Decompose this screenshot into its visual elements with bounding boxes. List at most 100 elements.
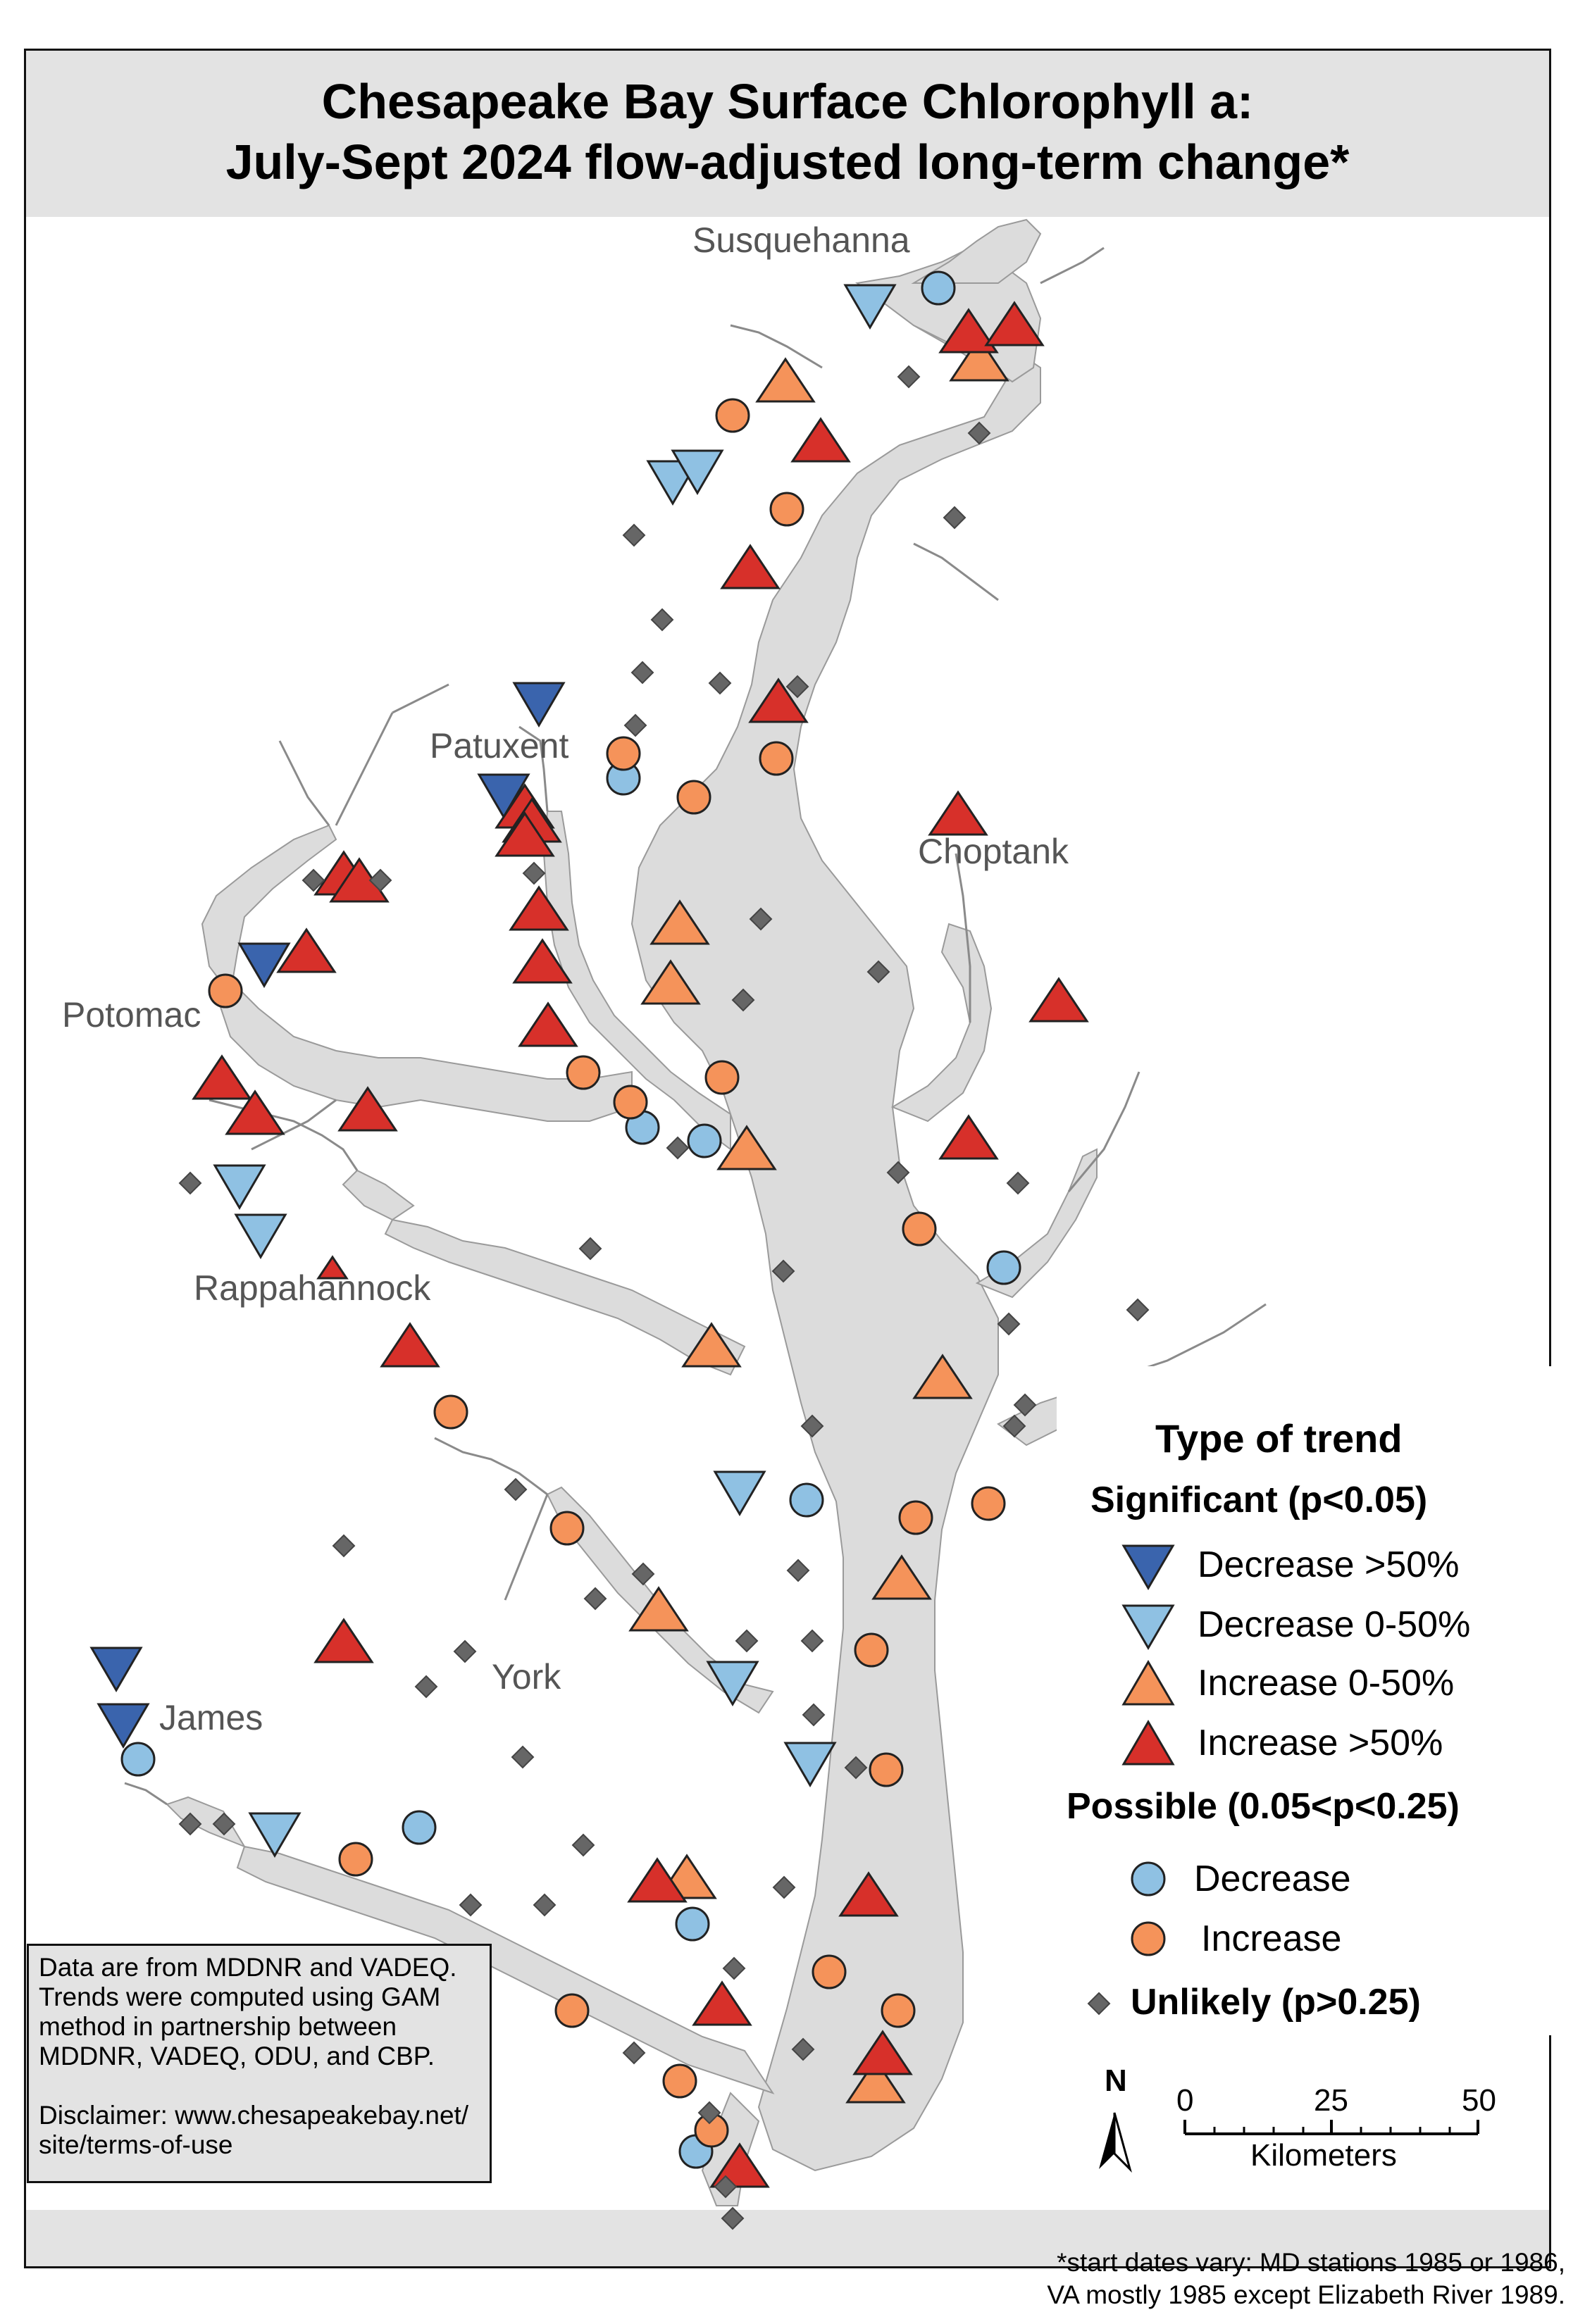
station-marker — [606, 736, 641, 771]
station-marker — [178, 1812, 202, 1836]
station-marker — [928, 790, 988, 836]
legend-symbol-increase-large — [1121, 1720, 1175, 1766]
station-marker — [716, 1125, 777, 1170]
station-marker — [666, 1136, 690, 1160]
markers-increase-large — [192, 301, 1089, 2188]
station-marker — [943, 506, 966, 530]
info-line — [39, 2071, 480, 2101]
legend-symbol-possible-decrease — [1131, 1861, 1166, 1897]
station-marker — [786, 1558, 810, 1582]
station-marker — [213, 1164, 266, 1210]
station-marker — [714, 2175, 738, 2199]
station-marker — [675, 1906, 710, 1942]
station-marker — [706, 1661, 759, 1706]
station-marker — [1126, 1298, 1150, 1322]
footnote-band — [26, 2210, 1549, 2266]
footnote-line1: *start dates vary: MD stations 1985 or 1… — [1057, 2248, 1565, 2277]
legend-symbols — [1087, 1544, 1175, 2016]
station-marker — [1013, 1393, 1037, 1417]
station-marker — [302, 868, 325, 892]
scale-tick-50: 50 — [1462, 2083, 1496, 2118]
legend-symbol-unlikely — [1087, 1992, 1111, 2016]
station-marker — [844, 1756, 868, 1780]
station-marker — [433, 1394, 468, 1430]
markers-increase-small — [628, 336, 1009, 2104]
station-marker — [838, 1871, 899, 1917]
station-marker — [477, 773, 530, 819]
station-marker — [1006, 1171, 1030, 1195]
station-marker — [511, 1745, 535, 1769]
station-marker — [248, 1812, 302, 1858]
legend-label-decrease-large: Decrease >50% — [1198, 1544, 1460, 1585]
legend: Type of trend Significant (p<0.05) Decre… — [1057, 1366, 1564, 2035]
place-label-potomac: Potomac — [62, 995, 201, 1035]
legend-heading: Type of trend — [1155, 1416, 1403, 1461]
station-marker — [800, 1414, 824, 1438]
station-marker — [984, 301, 1045, 346]
station-marker — [997, 1312, 1021, 1336]
place-label-james: James — [159, 1698, 263, 1737]
station-marker — [692, 1980, 752, 2026]
station-marker — [631, 1562, 655, 1586]
station-marker — [583, 1587, 607, 1611]
station-marker — [802, 1703, 826, 1727]
station-marker — [845, 2058, 906, 2104]
station-marker — [921, 270, 956, 306]
station-marker — [622, 523, 646, 547]
info-line: site/terms-of-use — [39, 2130, 233, 2159]
station-marker — [721, 2206, 745, 2230]
info-line: Disclaimer: www.chesapeakebay.net/ — [39, 2101, 469, 2130]
station-marker — [495, 811, 555, 857]
station-marker — [949, 336, 1009, 382]
station-marker — [623, 713, 647, 737]
title-band — [26, 51, 1549, 217]
scale-tick-25: 25 — [1314, 2083, 1348, 2118]
station-marker — [800, 1629, 824, 1653]
station-marker — [628, 1586, 689, 1632]
station-marker — [533, 1893, 557, 1917]
north-label: N — [1105, 2063, 1127, 2098]
station-marker — [783, 1742, 837, 1787]
legend-label-unlikely: Unlikely (p>0.25) — [1131, 1982, 1421, 2023]
station-marker — [731, 988, 755, 1012]
legend-symbol-increase-small — [1121, 1660, 1175, 1706]
station-marker — [938, 308, 999, 354]
station-marker — [522, 861, 546, 885]
station-marker — [749, 907, 773, 931]
legend-label-possible-decrease: Decrease — [1194, 1858, 1351, 1899]
station-marker — [313, 1618, 374, 1663]
bay-map — [124, 218, 1267, 2206]
station-marker — [852, 2030, 913, 2075]
station-marker — [97, 1703, 150, 1749]
station-marker — [898, 1500, 933, 1535]
legend-significant-heading: Significant (p<0.05) — [1090, 1480, 1428, 1520]
station-marker — [504, 1478, 528, 1501]
legend-label-increase-large: Increase >50% — [1198, 1723, 1443, 1763]
station-marker — [759, 741, 794, 776]
station-marker — [755, 357, 816, 403]
station-marker — [337, 1086, 398, 1132]
bay-water — [166, 218, 1140, 2206]
station-marker — [512, 938, 573, 984]
scale-bar: N 0 25 50 Kilometers — [1071, 2063, 1496, 2183]
place-label-choptank: Choptank — [918, 832, 1069, 871]
markers-possible-increase — [208, 398, 1006, 2148]
station-marker — [866, 960, 890, 984]
station-marker — [640, 959, 701, 1005]
place-label-rappahannock: Rappahannock — [194, 1268, 431, 1308]
markers-decrease-small — [213, 284, 897, 1858]
station-marker — [650, 608, 674, 632]
station-marker — [613, 1085, 648, 1120]
station-marker — [578, 1237, 602, 1261]
station-marker — [715, 398, 750, 433]
station-marker — [509, 885, 569, 931]
station-marker — [713, 1470, 766, 1516]
station-marker — [897, 365, 921, 389]
station-marker — [518, 1001, 578, 1047]
station-marker — [708, 671, 732, 695]
station-marker — [772, 1875, 796, 1899]
station-marker — [681, 1322, 742, 1368]
station-marker — [704, 1060, 740, 1095]
station-marker — [791, 2037, 815, 2061]
station-marker — [676, 780, 711, 815]
